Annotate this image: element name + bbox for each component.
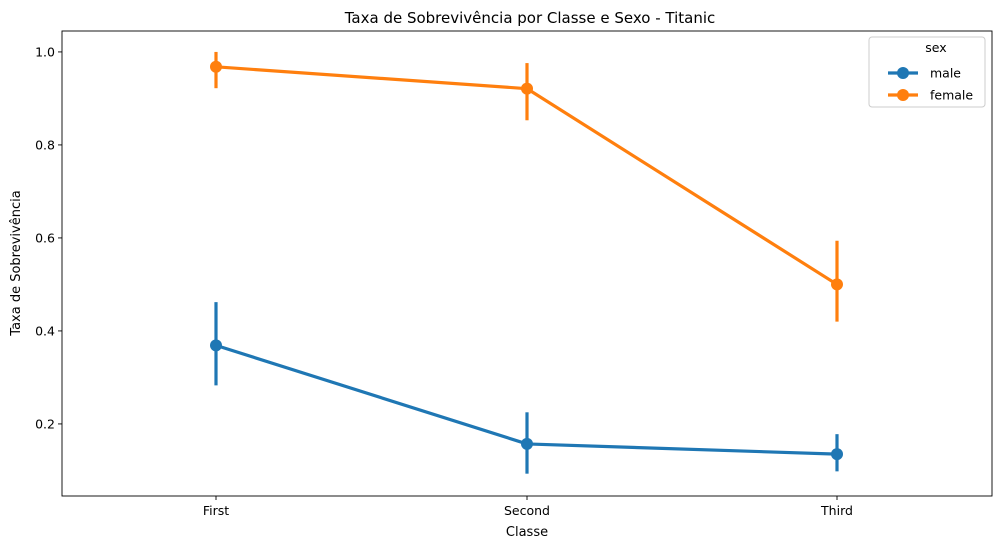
y-tick-label: 0.2 [35, 416, 55, 431]
legend-marker-male [897, 67, 909, 79]
chart-title: Taxa de Sobrevivência por Classe e Sexo … [344, 9, 716, 27]
legend-label-male: male [930, 66, 961, 81]
y-tick-label: 0.8 [35, 137, 55, 152]
y-tick-label: 0.4 [35, 323, 55, 338]
x-axis-label: Classe [506, 525, 548, 540]
data-point-female [210, 60, 222, 73]
legend-marker-female [897, 89, 909, 101]
data-point-male [521, 437, 533, 450]
x-tick-label: Third [820, 503, 853, 518]
x-tick-label: First [203, 503, 229, 518]
y-axis-label: Taxa de Sobrevivência [9, 190, 24, 336]
y-axis: 0.2 0.4 0.6 0.8 1.0 [35, 44, 62, 431]
y-tick-label: 0.6 [35, 230, 55, 245]
x-tick-label: Second [504, 503, 550, 518]
y-tick-label: 1.0 [35, 44, 55, 59]
data-point-male [831, 448, 843, 461]
data-point-female [521, 82, 533, 95]
series-layer [210, 51, 843, 474]
legend: sex male female [868, 36, 986, 108]
data-point-male [210, 339, 222, 352]
x-axis: First Second Third [203, 496, 853, 518]
data-point-female [831, 278, 843, 291]
legend-box [868, 36, 986, 108]
legend-label-female: female [930, 88, 973, 103]
legend-title: sex [925, 40, 946, 55]
